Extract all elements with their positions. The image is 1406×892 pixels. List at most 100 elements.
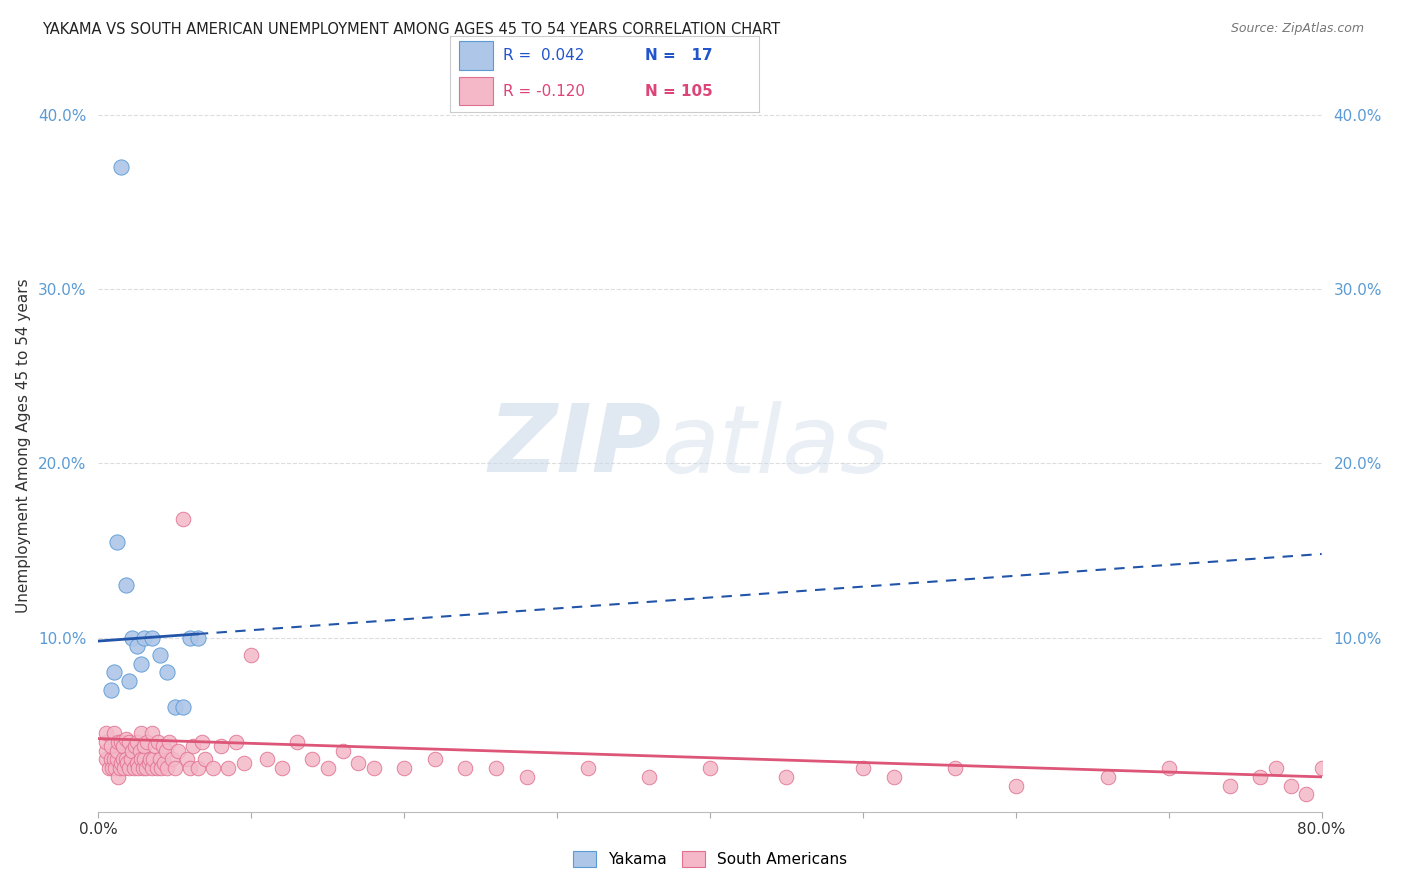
Point (112, 761, 135, 775)
Point (136, 735, 159, 749)
Point (100, 739, 122, 753)
Point (1264, 761, 1286, 775)
Point (1157, 761, 1180, 775)
Legend: Yakama, South Americans: Yakama, South Americans (567, 846, 853, 873)
Point (202, 761, 225, 775)
Point (103, 665, 125, 680)
Point (157, 735, 180, 749)
Text: atlas: atlas (661, 401, 890, 491)
Point (100, 682, 122, 697)
Point (103, 726, 125, 740)
Point (129, 657, 152, 671)
Point (1341, 761, 1364, 775)
Point (256, 752, 278, 766)
Point (129, 752, 152, 766)
Point (94, 744, 117, 758)
Text: R =  0.042: R = 0.042 (502, 48, 583, 63)
Point (145, 761, 167, 775)
Point (125, 756, 148, 770)
Point (121, 631, 143, 645)
Point (1371, 770, 1393, 784)
Point (172, 700, 194, 714)
Point (139, 752, 162, 766)
Point (105, 744, 128, 758)
Point (699, 761, 721, 775)
Point (153, 756, 176, 770)
Point (454, 761, 477, 775)
Point (138, 756, 160, 770)
Point (156, 761, 179, 775)
Point (110, 161, 132, 175)
Point (134, 631, 156, 645)
Point (94, 735, 117, 749)
Text: ZIP: ZIP (488, 400, 661, 492)
Point (301, 752, 323, 766)
Point (105, 752, 128, 766)
Point (115, 578, 138, 592)
Point (167, 744, 190, 758)
Point (363, 761, 385, 775)
Point (94, 726, 117, 740)
Point (187, 631, 209, 645)
Point (98, 761, 121, 775)
Point (285, 735, 308, 749)
Point (637, 770, 661, 784)
Point (775, 770, 797, 784)
Point (152, 739, 174, 753)
Point (1249, 770, 1271, 784)
Point (1326, 770, 1348, 784)
Point (156, 665, 179, 680)
Point (125, 640, 148, 654)
Point (141, 726, 163, 740)
Point (149, 752, 172, 766)
Point (1279, 779, 1302, 793)
Point (209, 739, 232, 753)
Point (111, 752, 134, 766)
Point (1004, 779, 1026, 793)
Point (103, 752, 125, 766)
Point (1097, 770, 1119, 784)
Point (129, 726, 152, 740)
Point (392, 761, 416, 775)
Point (115, 752, 138, 766)
Bar (460, 77, 494, 105)
Point (134, 752, 156, 766)
Point (332, 744, 354, 758)
Point (150, 761, 173, 775)
Point (225, 735, 247, 749)
Point (118, 735, 141, 749)
Point (485, 761, 508, 775)
Point (316, 761, 339, 775)
Point (118, 761, 141, 775)
Point (1310, 761, 1333, 775)
Text: YAKAMA VS SOUTH AMERICAN UNEMPLOYMENT AMONG AGES 45 TO 54 YEARS CORRELATION CHAR: YAKAMA VS SOUTH AMERICAN UNEMPLOYMENT AM… (42, 22, 780, 37)
Point (107, 735, 129, 749)
Point (115, 731, 138, 746)
Point (1219, 779, 1241, 793)
Point (181, 739, 204, 753)
Point (191, 735, 214, 749)
Point (111, 739, 134, 753)
Point (423, 752, 446, 766)
Bar (460, 41, 494, 70)
Point (124, 739, 146, 753)
Point (347, 756, 370, 770)
Point (155, 744, 177, 758)
Point (232, 756, 254, 770)
Point (187, 761, 209, 775)
Point (943, 761, 966, 775)
Point (94, 752, 117, 766)
Point (1357, 779, 1379, 793)
Point (132, 761, 155, 775)
Point (194, 752, 217, 766)
Point (125, 735, 148, 749)
Point (240, 648, 263, 662)
Point (110, 735, 132, 749)
Point (176, 752, 198, 766)
Point (108, 761, 131, 775)
Point (128, 744, 150, 758)
Text: N = 105: N = 105 (645, 84, 713, 98)
Point (576, 761, 599, 775)
Point (110, 756, 132, 770)
Point (122, 761, 145, 775)
